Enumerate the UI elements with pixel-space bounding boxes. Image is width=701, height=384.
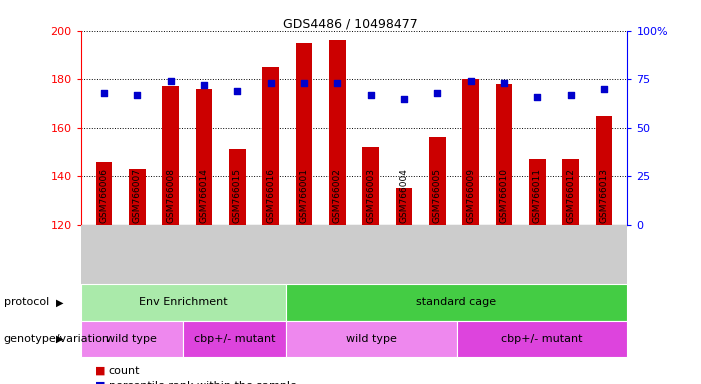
Text: protocol: protocol bbox=[4, 297, 49, 308]
Text: cbp+/- mutant: cbp+/- mutant bbox=[501, 334, 583, 344]
Point bbox=[98, 90, 109, 96]
Point bbox=[365, 92, 376, 98]
Bar bbox=[395, 188, 412, 225]
Bar bbox=[596, 116, 613, 225]
Bar bbox=[329, 40, 346, 225]
Point bbox=[565, 92, 576, 98]
Bar bbox=[296, 43, 313, 225]
Text: GDS4486 / 10498477: GDS4486 / 10498477 bbox=[283, 17, 418, 30]
Point bbox=[432, 90, 443, 96]
Text: ▶: ▶ bbox=[56, 297, 63, 308]
Bar bbox=[95, 162, 112, 225]
Text: ▶: ▶ bbox=[56, 334, 63, 344]
Point bbox=[165, 78, 176, 84]
Text: ■: ■ bbox=[95, 381, 105, 384]
Bar bbox=[163, 86, 179, 225]
Point bbox=[532, 94, 543, 100]
Text: wild type: wild type bbox=[107, 334, 157, 344]
Text: cbp+/- mutant: cbp+/- mutant bbox=[193, 334, 275, 344]
Bar bbox=[529, 159, 545, 225]
Bar bbox=[229, 149, 245, 225]
Point bbox=[498, 80, 510, 86]
Text: wild type: wild type bbox=[346, 334, 397, 344]
Bar bbox=[496, 84, 512, 225]
Bar bbox=[362, 147, 379, 225]
Bar bbox=[183, 321, 286, 357]
Bar bbox=[196, 89, 212, 225]
Bar bbox=[456, 321, 627, 357]
Point bbox=[132, 92, 143, 98]
Bar bbox=[81, 321, 183, 357]
Point bbox=[198, 82, 210, 88]
Bar bbox=[429, 137, 446, 225]
Point bbox=[332, 80, 343, 86]
Point bbox=[465, 78, 476, 84]
Bar bbox=[463, 79, 479, 225]
Text: genotype/variation: genotype/variation bbox=[4, 334, 109, 344]
Bar bbox=[81, 284, 286, 321]
Text: standard cage: standard cage bbox=[416, 297, 496, 308]
Point bbox=[265, 80, 276, 86]
Point bbox=[299, 80, 310, 86]
Point bbox=[398, 96, 409, 102]
Text: Env Enrichment: Env Enrichment bbox=[139, 297, 227, 308]
Point bbox=[599, 86, 610, 92]
Text: count: count bbox=[109, 366, 140, 376]
Point bbox=[232, 88, 243, 94]
Bar bbox=[562, 159, 579, 225]
Bar bbox=[286, 284, 627, 321]
Bar bbox=[262, 67, 279, 225]
Text: ■: ■ bbox=[95, 366, 105, 376]
Bar bbox=[129, 169, 146, 225]
Text: percentile rank within the sample: percentile rank within the sample bbox=[109, 381, 297, 384]
Bar bbox=[286, 321, 456, 357]
